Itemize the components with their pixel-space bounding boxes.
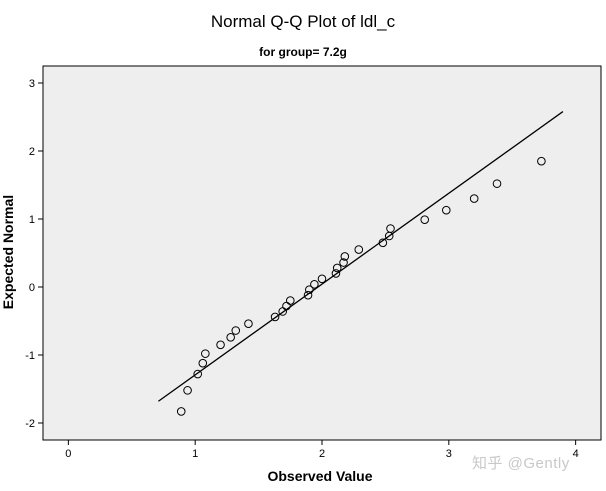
x-tick-label: 0 [65,448,71,460]
data-point [469,194,479,203]
y-tick-label: 3 [29,78,35,90]
chart-subtitle: for group= 7.2g [259,45,347,59]
data-point [183,386,192,395]
x-tick-label: 1 [192,448,198,460]
y-tick-label: 1 [29,214,35,226]
x-tick-label: 2 [319,448,325,460]
data-point [244,319,253,329]
y-axis-label: Expected Normal [0,194,16,310]
y-tick-label: -1 [25,350,35,362]
data-point [339,258,348,267]
data-point [378,238,388,248]
data-point [216,340,225,350]
data-point [270,312,280,322]
data-point [231,326,241,335]
data-point [176,407,186,416]
data-point [285,296,295,305]
x-tick-label: 3 [446,448,452,460]
data-point [201,349,210,358]
data-point [492,179,502,188]
data-point [441,205,451,215]
data-point [537,156,546,166]
reference-line [158,111,564,402]
data-point [354,245,364,254]
y-tick-label: 2 [29,146,35,158]
y-tick-label: -2 [25,418,35,430]
x-axis-label: Observed Value [267,468,373,484]
data-point [340,252,350,261]
chart-title: Normal Q-Q Plot of ldl_c [210,12,396,31]
watermark: 知乎 @Gently [472,455,570,472]
data-point [310,279,319,289]
x-tick-label: 4 [573,448,579,460]
data-point [303,290,313,300]
data-point [198,358,208,368]
data-point [332,263,342,273]
data-point [226,333,235,342]
y-tick-label: 0 [29,282,35,294]
data-point [193,369,203,379]
data-point [331,269,341,278]
data-point [305,285,314,295]
data-point [386,224,395,233]
plot-area [42,65,602,441]
data-point [317,274,327,284]
data-point [420,215,430,224]
